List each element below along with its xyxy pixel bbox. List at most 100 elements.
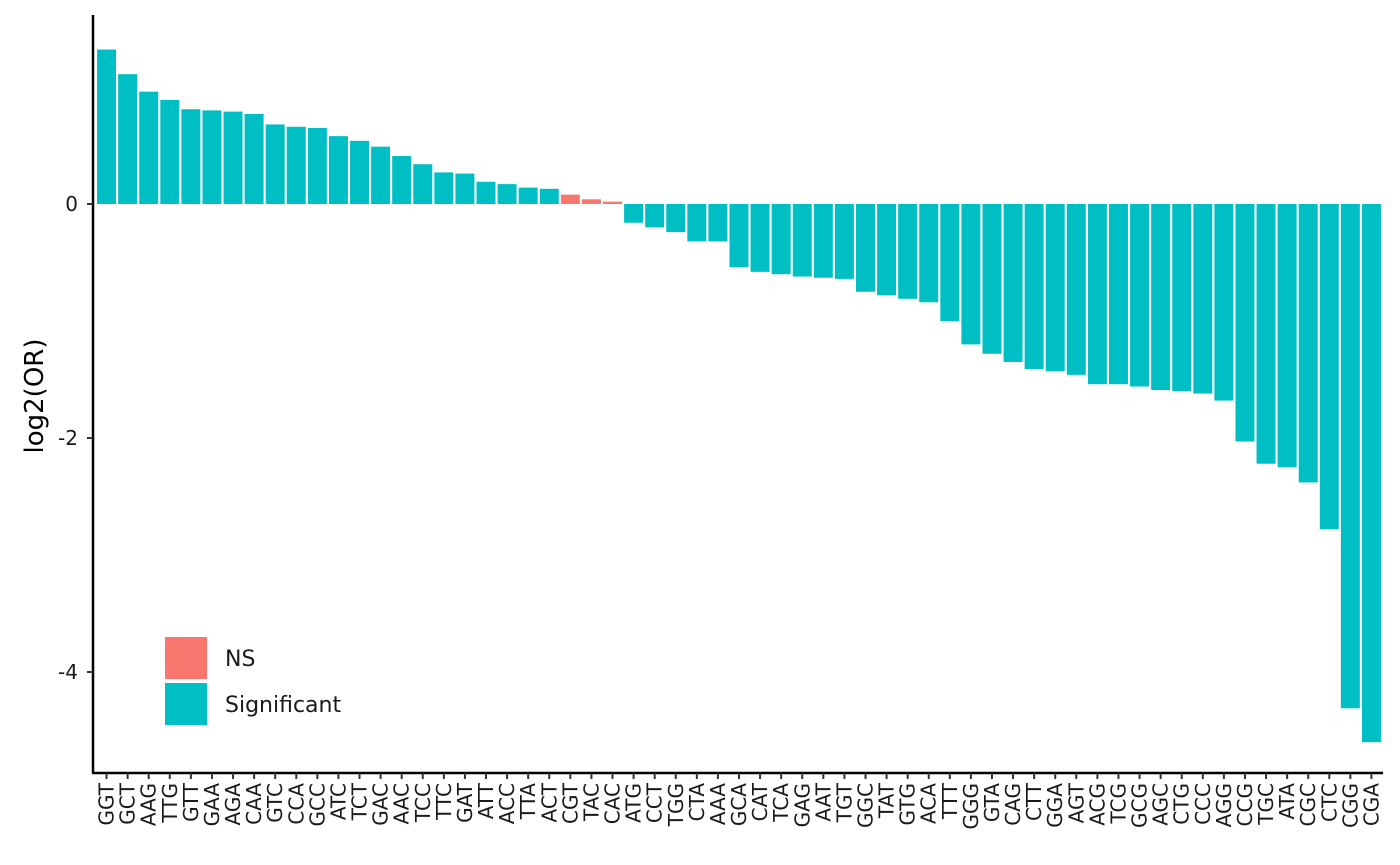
- x-tick-label: GCT: [116, 782, 140, 824]
- x-tick-label: CTT: [1022, 782, 1046, 821]
- x-tick-label: ATT: [474, 782, 498, 819]
- y-ticks-group: 0 -2 -4: [58, 192, 93, 684]
- x-tick-label: CTA: [685, 783, 709, 822]
- x-tick-label: ATC: [326, 783, 350, 820]
- bar-CAC: [603, 201, 622, 204]
- x-tick-label: GAC: [369, 783, 393, 826]
- x-tick-label: CAG: [1001, 783, 1025, 826]
- x-tick-label: ACG: [1085, 783, 1109, 826]
- x-tick-label: AGG: [1212, 783, 1236, 827]
- bar-TGC: [1256, 204, 1276, 464]
- bar-TCG: [1108, 204, 1128, 385]
- x-tick-label: GCG: [1128, 783, 1152, 828]
- x-tick-label: TTC: [432, 783, 456, 821]
- bar-GCA: [729, 204, 749, 268]
- bars-group: [97, 49, 1381, 743]
- x-tick-label: AAG: [137, 783, 161, 826]
- bar-CCA: [286, 126, 306, 204]
- x-tick-label: GTA: [980, 783, 1004, 822]
- bar-GCC: [307, 127, 327, 204]
- x-tick-label: AGT: [1064, 782, 1088, 823]
- bar-GAT: [455, 173, 475, 204]
- x-tick-label: GCA: [727, 783, 751, 826]
- x-tick-label: TTT: [938, 782, 962, 820]
- bar-TCT: [350, 140, 370, 204]
- x-tick-label: GTC: [263, 783, 287, 823]
- y-axis-title: log2(OR): [20, 339, 50, 454]
- bar-CTA: [687, 204, 707, 242]
- bar-CAA: [244, 113, 264, 204]
- bar-CCT: [645, 204, 665, 228]
- bar-CTG: [1172, 204, 1192, 392]
- bar-CTC: [1319, 204, 1339, 530]
- x-tick-label: CGA: [1359, 783, 1383, 826]
- bar-AGT: [1066, 204, 1086, 375]
- x-tick-label: CCC: [1191, 783, 1215, 825]
- bar-GGG: [961, 204, 981, 345]
- x-tick-label: TAC: [579, 783, 603, 822]
- x-tick-label: GGT: [95, 782, 119, 825]
- bar-CTT: [1024, 204, 1044, 369]
- x-tick-label: CGC: [1296, 783, 1320, 826]
- bar-TTT: [940, 204, 960, 321]
- x-tick-label: TCG: [1106, 783, 1130, 825]
- bar-TGT: [834, 204, 854, 279]
- x-tick-label: CAA: [242, 783, 266, 825]
- x-tick-label: AGC: [1149, 783, 1173, 826]
- bar-CCG: [1235, 204, 1255, 442]
- bar-AAC: [392, 156, 412, 204]
- x-tick-label: GCC: [305, 783, 329, 826]
- bar-CAT: [750, 204, 770, 272]
- bar-GTC: [265, 124, 285, 204]
- x-tick-label: GAG: [790, 783, 814, 827]
- legend-label: NS: [225, 647, 255, 672]
- x-tick-label: ATG: [622, 783, 646, 823]
- legend-label: Significant: [225, 693, 341, 718]
- bar-TTA: [518, 187, 538, 204]
- x-tick-label: CTG: [1170, 783, 1194, 825]
- x-tick-label: GAT: [453, 782, 477, 823]
- bar-TTG: [160, 99, 180, 204]
- legend: NS Significant: [165, 637, 341, 725]
- bar-TTC: [434, 172, 454, 204]
- bar-TCC: [413, 164, 433, 204]
- bar-GGT: [97, 49, 117, 205]
- x-tick-label: TGC: [1254, 783, 1278, 826]
- x-tick-label: CGT: [558, 782, 582, 824]
- x-tick-label: GGC: [853, 783, 877, 828]
- x-tick-label: GGG: [959, 783, 983, 830]
- bar-CGC: [1298, 204, 1318, 483]
- bar-GAG: [792, 204, 812, 277]
- y-tick-label: 0: [65, 192, 78, 216]
- bar-GTG: [898, 204, 918, 299]
- x-tick-label: TGG: [664, 783, 688, 827]
- bar-ATC: [328, 136, 348, 204]
- bar-ACC: [497, 184, 517, 204]
- x-tick-label: AAT: [811, 782, 835, 821]
- bar-GAA: [202, 110, 222, 204]
- bar-AGA: [223, 111, 243, 204]
- x-tick-label: GTG: [896, 783, 920, 826]
- x-tick-label: CCA: [284, 783, 308, 825]
- x-tick-label: CAC: [601, 783, 625, 824]
- x-tick-label: TGT: [832, 782, 856, 823]
- bar-GGC: [856, 204, 875, 292]
- bar-ACG: [1087, 204, 1107, 385]
- x-tick-label: TCT: [348, 782, 372, 821]
- bar-GGA: [1045, 204, 1065, 372]
- bar-GAC: [371, 146, 391, 204]
- x-tick-label: CAT: [748, 782, 772, 821]
- x-tick-label: CTC: [1317, 783, 1341, 822]
- legend-key-ns: [165, 637, 207, 679]
- bar-CGT: [560, 194, 580, 204]
- bar-AAG: [139, 91, 159, 204]
- x-tick-label: ACA: [917, 783, 941, 824]
- bar-CGA: [1361, 204, 1381, 743]
- axes-group: [91, 15, 1383, 775]
- bar-GTA: [982, 204, 1002, 354]
- bar-CGG: [1340, 204, 1360, 709]
- bar-TAC: [581, 199, 601, 204]
- bar-TCA: [771, 204, 791, 275]
- x-tick-label: GAA: [200, 783, 224, 827]
- x-tick-label: TTA: [516, 783, 540, 821]
